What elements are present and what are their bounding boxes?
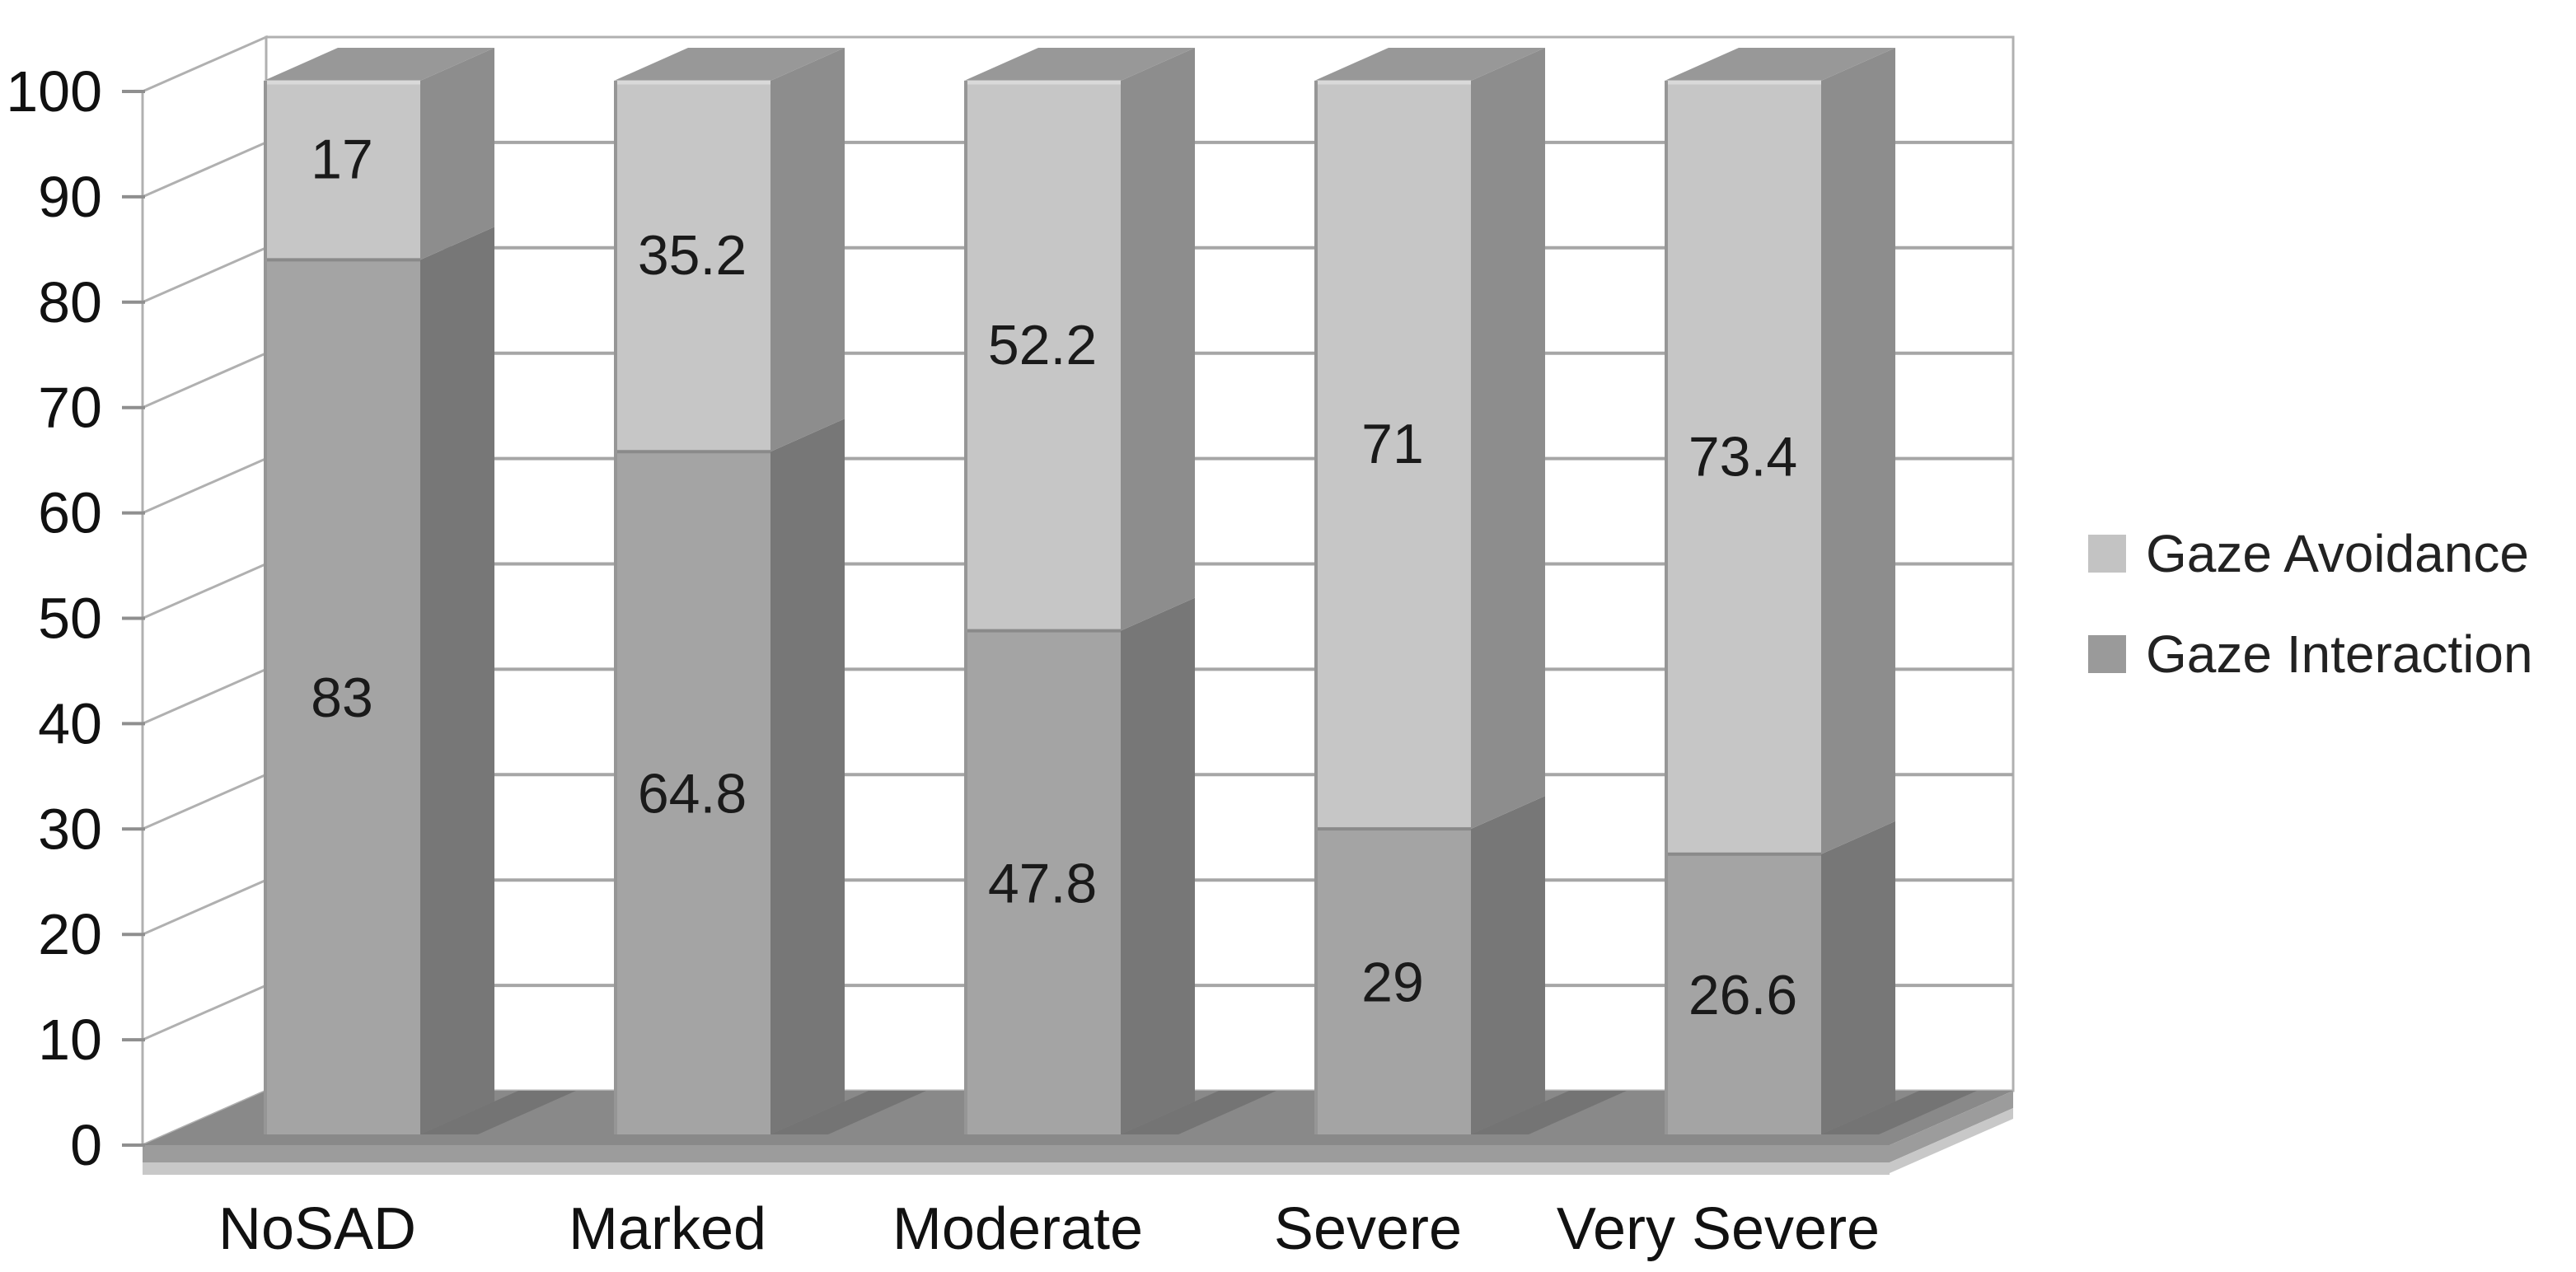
left-wall-gridline <box>142 457 267 514</box>
bar-Severe-top-face <box>1314 48 1545 81</box>
bar-NoSAD-interaction-front <box>264 260 420 1134</box>
bar-Marked-avoidance-side <box>770 48 845 452</box>
y-axis-tick-label-0: 0 <box>70 1113 102 1177</box>
x-axis-label-Very Severe: Very Severe <box>1557 1196 1880 1262</box>
left-wall-gridline <box>142 246 267 304</box>
y-axis-tick-label-50: 50 <box>38 587 102 651</box>
data-label-interaction-Marked: 64.8 <box>638 763 747 825</box>
y-axis-tick-label-10: 10 <box>38 1008 102 1072</box>
bar-Very Severe-top-face <box>1665 48 1895 81</box>
left-wall-gridline <box>142 878 267 936</box>
y-axis-tick-label-90: 90 <box>38 165 102 229</box>
floor-right-face <box>1890 1091 2013 1162</box>
bar-Marked-interaction-front <box>614 451 770 1134</box>
data-label-interaction-Moderate: 47.8 <box>988 852 1097 914</box>
bar-Marked-avoidance-front <box>614 81 770 452</box>
data-label-avoidance-Very Severe: 73.4 <box>1688 425 1797 488</box>
legend-label-gaze-interaction: Gaze Interaction <box>2146 624 2533 684</box>
x-axis-label-Severe: Severe <box>1274 1196 1462 1262</box>
data-label-avoidance-Marked: 35.2 <box>638 224 747 287</box>
bar-NoSAD-avoidance-side <box>420 48 494 260</box>
bar-Very Severe-avoidance-side <box>1821 48 1895 854</box>
bar-Severe-interaction-side <box>1471 796 1545 1134</box>
floor-front-edge-highlight <box>143 1162 1890 1175</box>
bar-NoSAD-interaction-side <box>420 227 494 1134</box>
data-label-interaction-Very Severe: 26.6 <box>1688 964 1797 1026</box>
bar-Very Severe-interaction-front <box>1665 853 1821 1134</box>
y-axis-tick-label-100: 100 <box>6 59 102 124</box>
x-axis-label-Moderate: Moderate <box>892 1196 1143 1262</box>
legend-item-gaze-interaction: Gaze Interaction <box>2088 628 2533 680</box>
bar-shadow <box>420 1091 576 1134</box>
bar-shadow <box>1471 1091 1627 1134</box>
bar-Severe-interaction-front <box>1314 829 1471 1134</box>
bar-shadow <box>770 1091 926 1134</box>
data-label-interaction-NoSAD: 83 <box>311 666 373 729</box>
chart-legend: Gaze Avoidance Gaze Interaction <box>2088 527 2533 680</box>
legend-label-gaze-avoidance: Gaze Avoidance <box>2146 524 2529 583</box>
y-axis-tick-label-60: 60 <box>38 481 102 545</box>
left-wall-gridline <box>142 352 267 409</box>
y-axis-tick-label-70: 70 <box>38 376 102 440</box>
y-axis-tick-label-40: 40 <box>38 691 102 755</box>
gaze-interaction-swatch-icon <box>2088 635 2126 673</box>
bar-Moderate-avoidance-front <box>964 81 1121 631</box>
floor-right-edge-highlight <box>1890 1108 2013 1173</box>
bar-Severe-avoidance-front <box>1314 81 1471 830</box>
left-wall-gridline <box>142 773 267 830</box>
bar-Severe-avoidance-side <box>1471 48 1545 830</box>
bar-Marked-interaction-side <box>770 419 845 1134</box>
left-wall-gridline <box>142 668 267 725</box>
bar-Moderate-avoidance-side <box>1121 48 1195 631</box>
bar-Very Severe-avoidance-front <box>1665 81 1821 854</box>
bar-NoSAD-top-face <box>264 48 494 81</box>
bar-Moderate-top-face <box>964 48 1195 81</box>
gaze-avoidance-swatch-icon <box>2088 535 2126 573</box>
bar-Moderate-interaction-front <box>964 630 1121 1134</box>
bar-Very Severe-interaction-side <box>1821 821 1895 1134</box>
floor-front-face <box>143 1145 1890 1162</box>
bar-Moderate-interaction-side <box>1121 597 1195 1134</box>
bar-NoSAD-avoidance-front <box>264 81 420 260</box>
data-label-avoidance-Severe: 71 <box>1361 413 1424 475</box>
legend-item-gaze-avoidance: Gaze Avoidance <box>2088 527 2533 580</box>
x-axis-label-Marked: Marked <box>569 1196 766 1262</box>
x-axis-label-NoSAD: NoSAD <box>218 1196 416 1262</box>
y-axis-tick-label-80: 80 <box>38 270 102 334</box>
data-label-avoidance-NoSAD: 17 <box>311 129 373 191</box>
left-wall-gridline <box>142 563 267 620</box>
y-axis-tick-label-20: 20 <box>38 902 102 966</box>
bar-shadow <box>1121 1091 1276 1134</box>
bar-shadow <box>1821 1091 1977 1134</box>
left-wall-gridline <box>142 141 267 199</box>
data-label-avoidance-Moderate: 52.2 <box>988 314 1097 376</box>
data-label-interaction-Severe: 29 <box>1361 952 1424 1014</box>
left-wall-gridline <box>142 984 267 1041</box>
bar-Marked-top-face <box>614 48 845 81</box>
y-axis-tick-label-30: 30 <box>38 797 102 861</box>
